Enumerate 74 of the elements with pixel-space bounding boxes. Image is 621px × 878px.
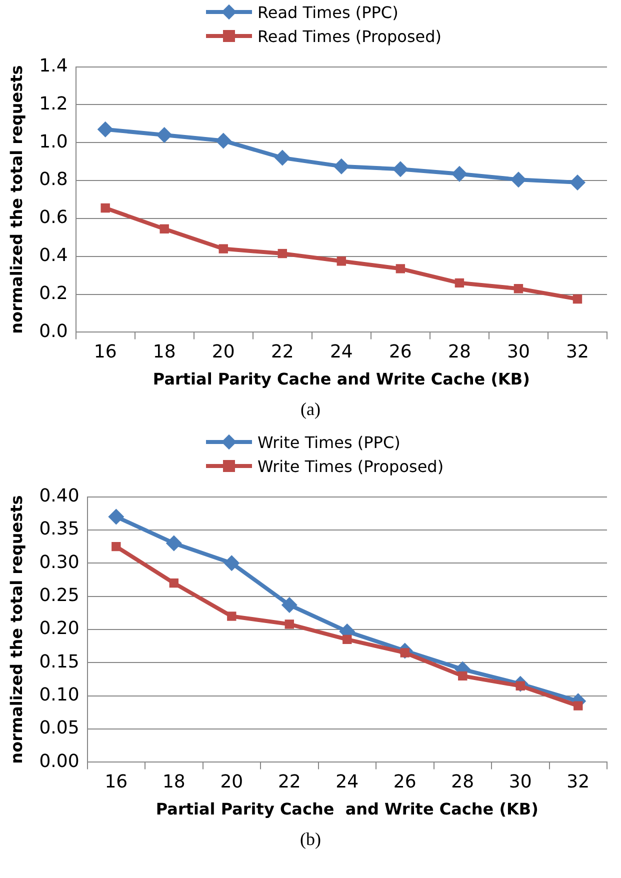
legend-label: Read Times (PPC) [258, 2, 398, 22]
legend-label: Read Times (Proposed) [258, 26, 442, 46]
x-tick-label: 24 [330, 342, 353, 363]
point [454, 278, 464, 288]
point [336, 256, 346, 266]
point [572, 294, 582, 304]
point [574, 701, 583, 710]
y-tick-label: 0.30 [39, 552, 80, 573]
point [97, 121, 114, 138]
point [278, 248, 287, 258]
x-tick-label: 32 [566, 342, 589, 363]
x-tick-label: 18 [162, 772, 186, 793]
x-tick-label: 32 [566, 772, 590, 793]
x-tick-label: 28 [451, 772, 474, 793]
x-tick-label: 22 [270, 342, 294, 363]
x-tick-label: 30 [508, 772, 532, 793]
y-tick-label: 0.05 [39, 718, 80, 739]
y-tick-label: 0.00 [39, 750, 80, 772]
point [281, 596, 298, 613]
y-tick-label: 0.15 [39, 651, 80, 672]
point [392, 161, 408, 178]
y-tick-label: 0.0 [39, 320, 68, 342]
x-tick-label: 26 [388, 342, 412, 363]
point [160, 224, 169, 234]
x-tick-label: 20 [212, 342, 235, 363]
point [510, 172, 526, 188]
x-tick-label: 24 [336, 772, 359, 793]
point [274, 150, 290, 166]
point [224, 555, 240, 572]
point [333, 158, 350, 174]
text: (b) [299, 828, 322, 851]
x-tick-label: 16 [94, 342, 117, 363]
point [100, 203, 110, 213]
y-tick-label: 0.40 [39, 485, 80, 506]
point [215, 132, 232, 149]
y-axis-title: normalized the total requests [6, 65, 26, 334]
point [451, 166, 468, 182]
point [166, 535, 182, 552]
point [227, 612, 236, 621]
y-tick-label: 0.4 [39, 245, 68, 266]
point [284, 620, 294, 629]
x-tick-label: 22 [278, 772, 301, 793]
point [156, 127, 172, 144]
point [112, 542, 121, 552]
x-axis-title: Partial Parity Cache and Write Cache (KB) [152, 370, 530, 389]
y-tick-label: 0.10 [39, 684, 80, 706]
y-tick-label: 0.35 [39, 518, 80, 540]
y-tick-label: 1.2 [39, 93, 68, 114]
x-axis-title: Partial Parity Cache and Write Cache (KB) [156, 800, 538, 819]
x-tick-label: 16 [104, 772, 128, 793]
y-tick-label: 0.20 [39, 618, 80, 640]
legend-label: Write Times (PPC) [258, 432, 400, 452]
y-tick-label: 0.6 [39, 207, 68, 228]
y-tick-label: 1.0 [39, 131, 68, 152]
point [458, 671, 468, 681]
legend-label: Write Times (Proposed) [258, 456, 444, 476]
point [218, 244, 228, 254]
y-tick-label: 0.8 [39, 169, 68, 190]
y-tick-label: 0.25 [39, 584, 80, 606]
point [169, 578, 178, 588]
x-tick-label: 30 [507, 342, 530, 363]
point [108, 508, 124, 525]
point [396, 264, 406, 274]
text: (a) [300, 398, 322, 421]
point [514, 284, 524, 294]
x-tick-label: 26 [393, 772, 416, 793]
y-tick-label: 0.2 [39, 282, 68, 304]
x-tick-label: 18 [152, 342, 176, 363]
y-tick-label: 1.4 [39, 55, 68, 76]
point [342, 634, 352, 644]
x-tick-label: 28 [448, 342, 471, 363]
point [569, 174, 586, 190]
y-axis-title: normalized the total requests [6, 495, 26, 764]
x-tick-label: 20 [220, 772, 244, 793]
